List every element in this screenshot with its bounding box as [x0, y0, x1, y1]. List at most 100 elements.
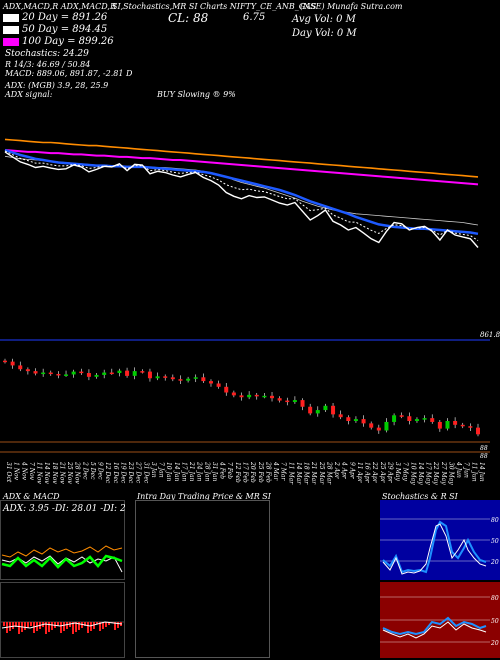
- date-tick-label: 18 Mar: [303, 462, 310, 485]
- candle-body: [186, 378, 191, 381]
- macd-histogram-bar: [72, 622, 74, 634]
- legend-50day-label: 50 Day = 894.45: [22, 24, 108, 35]
- date-tick-label: 22 Apr: [371, 461, 378, 484]
- macd-histogram-bar: [18, 622, 20, 634]
- candle-body: [422, 418, 427, 420]
- intraday-panel-bg: [135, 500, 270, 658]
- stoch-tick-50: 50: [491, 538, 499, 545]
- candle-body: [239, 395, 244, 398]
- date-tick-label: 2 Apr: [333, 461, 340, 480]
- date-tick-label: 4 Mar: [272, 461, 279, 481]
- macd-histogram-bar: [105, 622, 107, 627]
- macd-histogram-bar: [27, 622, 29, 628]
- date-tick-label: 28 Feb: [264, 461, 271, 483]
- legend-100day-swatch: [3, 37, 19, 46]
- close-value: 6.75: [243, 12, 266, 23]
- date-tick-label: 12 Dec: [104, 462, 111, 484]
- date-tick-label: 28 Jan: [203, 461, 210, 482]
- candle-body: [18, 365, 23, 370]
- candle-body: [224, 386, 229, 393]
- header-title: SI,Stochastics,MR SI Charts NIFTY_CE_ANB…: [112, 2, 317, 11]
- date-tick-label: 27 May: [440, 461, 447, 485]
- date-tick-label: 14 Jan: [173, 462, 180, 482]
- sma100-line: [4, 149, 479, 186]
- date-tick-label: 14 Jun: [478, 462, 485, 482]
- date-tick-label: 7 Jun: [463, 462, 470, 478]
- stoch-values-text: R 14/3: 46.69 / 50.84: [5, 60, 91, 69]
- hl-label-1: 88: [480, 445, 488, 452]
- date-tick-label: 2 Dec: [81, 461, 88, 480]
- macd-histogram-bar: [63, 622, 65, 631]
- date-tick-label: 18 Nov: [51, 462, 58, 484]
- date-tick-label: 29 Apr: [386, 461, 393, 484]
- macd-panel-bg: [0, 582, 125, 658]
- date-tick-label: 7 Nov: [28, 462, 35, 481]
- date-tick-label: 21 Jan: [188, 461, 195, 482]
- date-tick-label: 28 Nov: [74, 461, 81, 484]
- date-tick-label: 10 Jan: [165, 462, 172, 482]
- date-tick-label: 11 Mar: [287, 462, 294, 485]
- date-tick-label: 14 Nov: [43, 462, 50, 484]
- candle-body: [155, 376, 160, 379]
- candle-body: [277, 398, 282, 401]
- date-tick-label: 25 Feb: [257, 461, 264, 483]
- macd-histogram-bar: [57, 622, 59, 626]
- date-tick-label: 11 Jun: [470, 462, 477, 482]
- close-dotted-line: [4, 150, 479, 242]
- date-tick-label: 31 Jan: [211, 462, 218, 482]
- candle-body: [353, 419, 358, 421]
- intra-day-panel-title: Intra Day Trading Price & MR SI: [137, 492, 271, 501]
- candle-body: [338, 414, 343, 418]
- macd-histogram-bar: [90, 622, 92, 631]
- date-tick-label: 21 Mar: [310, 461, 317, 485]
- macd-histogram-bar: [45, 622, 47, 634]
- date-tick-label: 24 Jan: [196, 461, 203, 482]
- candle-body: [208, 381, 213, 384]
- macd-histogram-bar: [24, 622, 26, 630]
- legend-20day-swatch: [3, 13, 19, 22]
- macd-histogram-bar: [3, 622, 5, 626]
- candle-body: [369, 423, 374, 428]
- date-tick-label: 27 Dec: [135, 461, 142, 484]
- date-tick-label: 12 Feb: [234, 462, 241, 483]
- sma20-line: [4, 148, 479, 236]
- date-tick-label: 28 Mar: [325, 461, 332, 485]
- date-tick-label: 17 May: [425, 462, 432, 485]
- candle-body: [71, 371, 76, 375]
- macd-histogram-bar: [102, 622, 104, 629]
- date-tick-label: 7 Feb: [226, 462, 233, 479]
- adx-panel: ADX: 3.95 -DI: 28.01 -DI: 25.89: [0, 500, 125, 580]
- sma50-line: [4, 155, 479, 226]
- main-chart: 861.87 88 88: [0, 138, 500, 460]
- candle-body: [140, 371, 145, 373]
- date-tick-label: 4 Apr: [341, 461, 348, 480]
- date-tick-label: 23 Dec: [127, 461, 134, 484]
- macd-histogram-bar: [66, 622, 68, 629]
- candle-body: [460, 424, 465, 427]
- candle-body: [132, 371, 137, 376]
- candle-body: [300, 400, 305, 407]
- r-tick-20: 20: [490, 640, 499, 647]
- date-tick-label: 7 Jan: [158, 462, 165, 478]
- candle-body: [361, 419, 366, 424]
- date-tick-label: 11 Nov: [36, 462, 43, 484]
- macd-histogram-bar: [84, 622, 86, 626]
- candle-body: [48, 372, 53, 375]
- date-tick-label: 25 Nov: [66, 461, 73, 484]
- date-tick-label: 16 Dec: [112, 462, 119, 484]
- candle-body: [10, 361, 15, 366]
- intraday-panel: [135, 500, 270, 658]
- date-tick-label: 5 Dec: [89, 462, 96, 480]
- r-panel: 80 50 20: [380, 582, 500, 658]
- macd-histogram-bar: [12, 622, 14, 629]
- candle-body: [399, 415, 404, 417]
- macd-histogram-bar: [87, 622, 89, 633]
- candle-body: [102, 372, 107, 375]
- candle-body: [163, 376, 168, 378]
- r-tick-80: 80: [491, 595, 499, 602]
- candle-body: [346, 417, 351, 421]
- date-tick-label: 17 Feb: [242, 462, 249, 483]
- date-tick-label: 4 Jun: [455, 461, 462, 478]
- candle-body: [25, 369, 30, 372]
- candle-body: [476, 427, 480, 435]
